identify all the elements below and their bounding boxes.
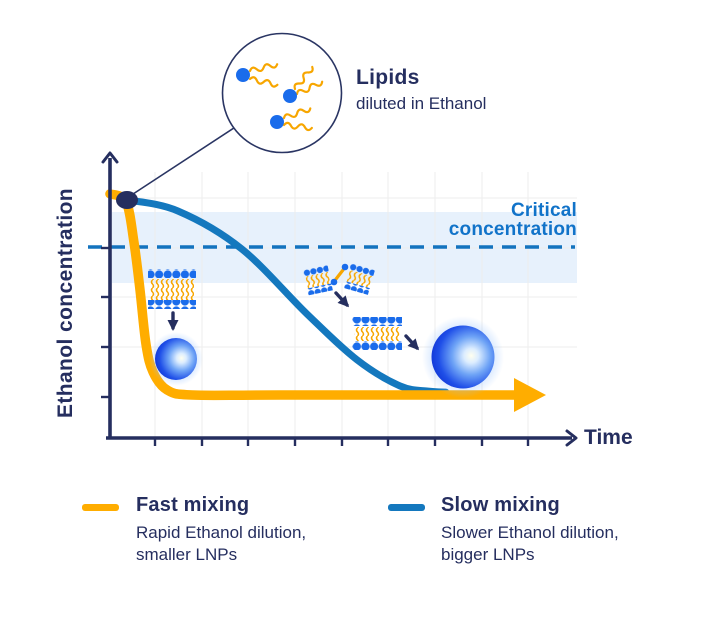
slow-mixing-legend-desc1: Slower Ethanol dilution,: [441, 523, 619, 542]
fast-mixing-legend-desc1: Rapid Ethanol dilution,: [136, 523, 307, 542]
callout-connector-line: [129, 123, 241, 197]
lipid-icon: [283, 64, 325, 103]
fast-mixing-legend-swatch: [82, 504, 119, 511]
fast-mixing-legend: Fast mixing Rapid Ethanol dilution, smal…: [136, 494, 306, 566]
curve-start-dot: [116, 191, 138, 209]
down-arrow-icon: [404, 334, 420, 351]
callout-circle: [221, 32, 343, 154]
lipid-icon: [236, 60, 280, 89]
lipid-bilayer-icon: [148, 269, 196, 309]
slow-mixing-legend: Slow mixing Slower Ethanol dilution, big…: [441, 494, 619, 566]
slow-mixing-legend-desc2: bigger LNPs: [441, 545, 535, 564]
lipids-callout-subtitle: diluted in Ethanol: [356, 94, 487, 113]
slow-mixing-legend-swatch: [388, 504, 425, 511]
critical-label-line2: concentration: [448, 219, 577, 240]
slow-mixing-legend-title: Slow mixing: [441, 494, 560, 516]
big-lnp-sphere: [422, 316, 504, 398]
lipid-pair-icon: [330, 263, 349, 286]
critical-label-line1: Critical: [510, 200, 577, 221]
lipids-callout-title: Lipids: [356, 66, 420, 89]
lipid-icon: [270, 104, 314, 132]
fast-mixing-legend-title: Fast mixing: [136, 494, 250, 516]
y-axis-ticks: [101, 246, 110, 399]
bilayer-fragment-icon: [303, 264, 333, 296]
x-axis-label: Time: [584, 426, 633, 449]
axes: [101, 151, 578, 447]
critical-concentration-label: Critical concentration: [377, 201, 577, 239]
x-axis-ticks: [153, 438, 530, 446]
y-axis-label: Ethanol concentration: [54, 187, 77, 419]
small-lnp-sphere: [149, 332, 203, 386]
fast-curve-arrowhead-icon: [514, 378, 546, 412]
down-arrow-icon: [334, 291, 350, 308]
lipid-bilayer-icon: [352, 317, 402, 350]
fast-mixing-legend-desc2: smaller LNPs: [136, 545, 238, 564]
bilayer-fragment-icon: [343, 263, 376, 295]
